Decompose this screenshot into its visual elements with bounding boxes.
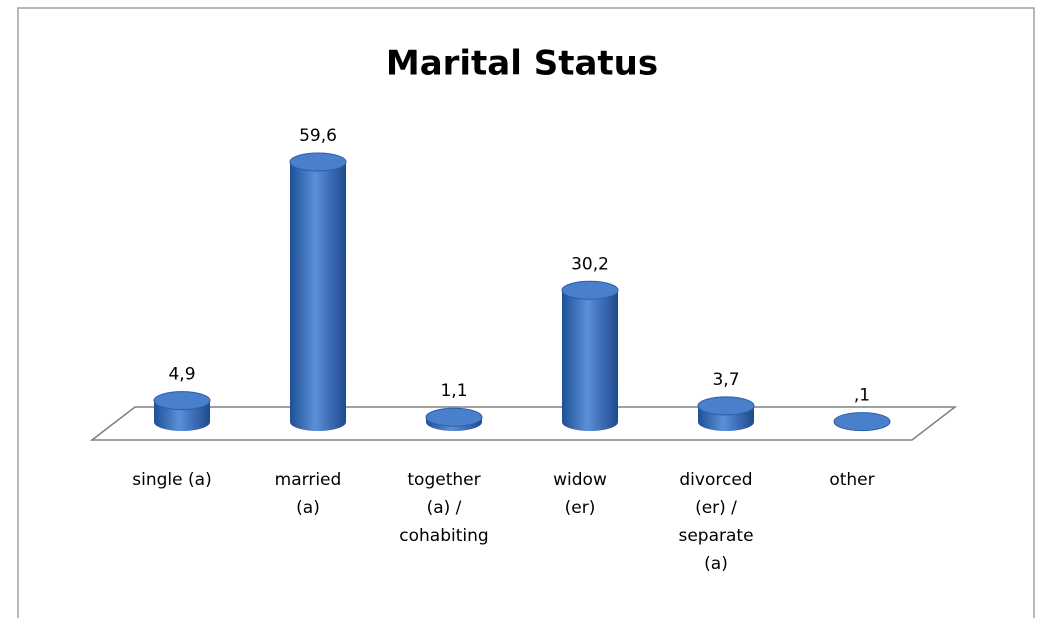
bar-top xyxy=(561,280,619,300)
bar-top xyxy=(289,152,347,172)
x-tick-label: widow xyxy=(553,470,607,490)
x-tick-label: married xyxy=(275,470,342,490)
bar-top xyxy=(153,391,211,411)
x-tick-label: cohabiting xyxy=(399,526,488,546)
x-tick-label: single (a) xyxy=(132,470,211,490)
bar-top xyxy=(833,412,891,432)
x-tick-label: (a) / xyxy=(427,498,462,518)
chart-border xyxy=(17,7,1035,618)
x-tick-label: (er) / xyxy=(695,498,737,518)
chart-title: Marital Status xyxy=(386,44,658,84)
data-label: 3,7 xyxy=(712,370,739,390)
x-tick-label: (er) xyxy=(565,498,596,518)
bar xyxy=(562,290,618,431)
x-tick-label: divorced xyxy=(679,470,752,490)
data-label: ,1 xyxy=(854,386,870,406)
data-label: 30,2 xyxy=(571,254,609,274)
x-tick-label: (a) xyxy=(296,498,320,518)
x-tick-label: other xyxy=(829,470,874,490)
bar-top xyxy=(697,396,755,416)
x-tick-label: (a) xyxy=(704,554,728,574)
x-tick-label: together xyxy=(407,470,480,490)
bar-top xyxy=(425,407,483,427)
data-label: 59,6 xyxy=(299,126,337,146)
x-tick-label: separate xyxy=(678,526,753,546)
data-label: 4,9 xyxy=(168,365,195,385)
data-label: 1,1 xyxy=(440,381,467,401)
floor xyxy=(89,406,958,441)
bar xyxy=(290,162,346,431)
